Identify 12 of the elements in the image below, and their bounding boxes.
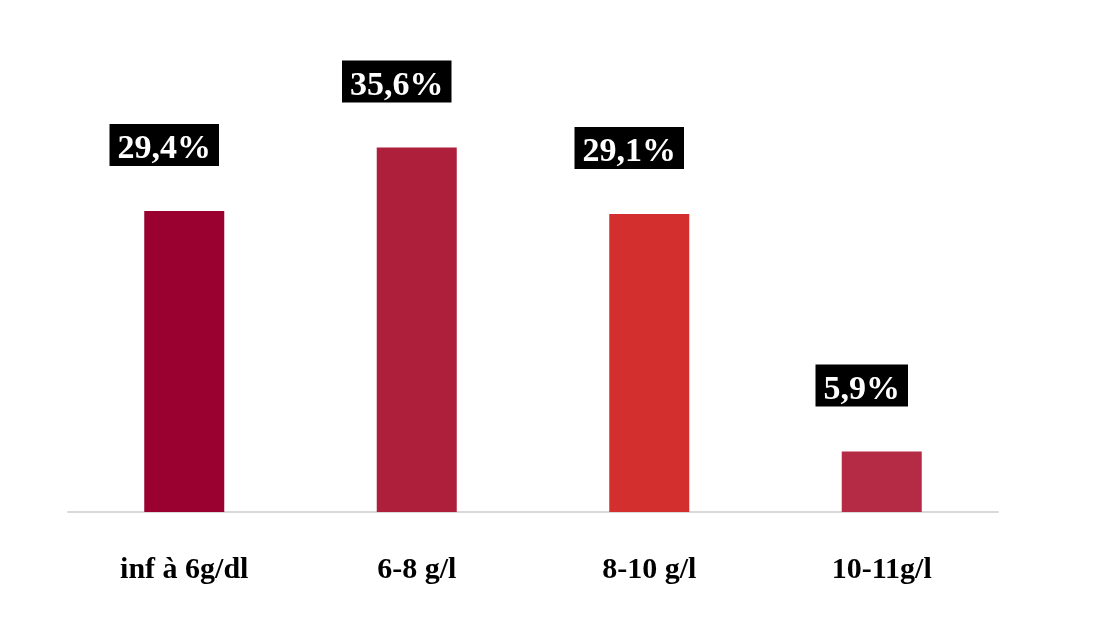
x-tick-label: 10-11g/l: [831, 550, 932, 584]
bar: [841, 451, 922, 512]
data-label: 35,6%: [350, 64, 444, 102]
x-tick-label: 6-8 g/l: [377, 550, 457, 584]
data-label: 29,4%: [117, 128, 211, 166]
bar: [376, 147, 457, 512]
data-label: 5,9%: [823, 369, 900, 407]
x-tick-label: inf à 6g/dl: [120, 550, 249, 584]
x-tick-label: 8-10 g/l: [602, 550, 697, 584]
bar: [144, 210, 225, 512]
data-label: 29,1%: [582, 131, 676, 169]
bar: [609, 213, 690, 512]
